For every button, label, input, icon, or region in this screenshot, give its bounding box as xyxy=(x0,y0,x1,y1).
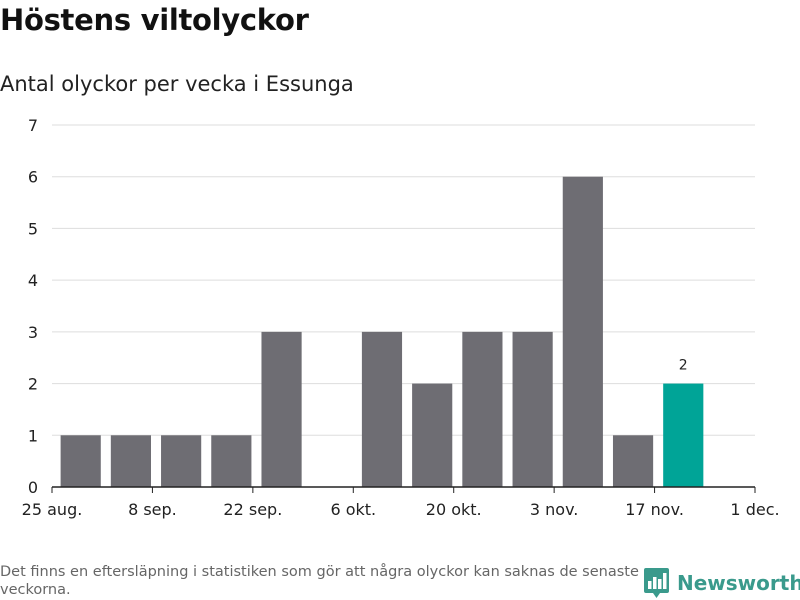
bar xyxy=(161,435,202,487)
y-tick-label: 3 xyxy=(28,323,38,342)
footnote: Det finns en eftersläpning i statistiken… xyxy=(0,564,639,598)
x-tick-label: 20 okt. xyxy=(426,500,482,519)
y-axis-ticks: 0 1 2 3 4 5 6 7 xyxy=(28,116,38,497)
bar xyxy=(612,435,654,487)
bar-chart: 0 1 2 3 4 5 6 7 2 25 aug. 8 sep. 22 sep. 6 okt. 20 … xyxy=(22,116,780,519)
x-axis: 25 aug. 8 sep. 22 sep. 6 okt. 20 okt. 3 nov. 1… xyxy=(22,486,780,519)
bar xyxy=(512,331,553,487)
y-tick-label: 6 xyxy=(28,168,38,187)
gridlines xyxy=(52,124,755,436)
chart-subtitle: Antal olyckor per vecka i Essunga xyxy=(0,72,354,96)
bar xyxy=(663,383,704,487)
brand-logo[interactable]: Newsworthy xyxy=(644,568,800,598)
y-tick-label: 1 xyxy=(28,426,38,445)
bar xyxy=(211,435,252,487)
data-labels: 2 xyxy=(679,358,688,374)
y-tick-label: 2 xyxy=(28,375,38,394)
y-tick-label: 0 xyxy=(28,478,38,497)
brand-name: Newsworthy xyxy=(677,571,800,595)
x-tick-label: 22 sep. xyxy=(223,500,282,519)
bars xyxy=(60,176,704,487)
x-tick-label: 1 dec. xyxy=(730,500,779,519)
bar xyxy=(462,331,503,487)
bar xyxy=(110,435,151,487)
newsworthy-logo-icon xyxy=(644,568,669,598)
bar xyxy=(361,331,403,487)
bar xyxy=(261,331,302,487)
x-tick-label: 6 okt. xyxy=(330,500,376,519)
x-tick-label: 25 aug. xyxy=(22,500,83,519)
bar xyxy=(562,176,603,487)
x-tick-label: 3 nov. xyxy=(530,500,579,519)
bar xyxy=(60,435,101,487)
y-tick-label: 5 xyxy=(28,219,38,238)
data-label: 2 xyxy=(679,358,688,374)
x-tick-label: 8 sep. xyxy=(128,500,177,519)
y-tick-label: 4 xyxy=(28,271,38,290)
y-tick-label: 7 xyxy=(28,116,38,135)
bar xyxy=(412,383,453,487)
chart-title: Höstens viltolyckor xyxy=(0,3,309,37)
x-tick-label: 17 nov. xyxy=(625,500,684,519)
